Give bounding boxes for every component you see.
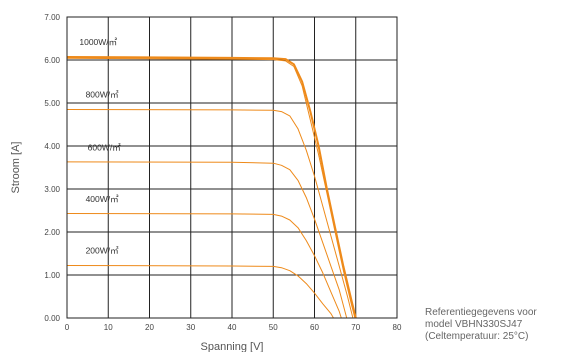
y-tick-label: 4.00	[44, 142, 60, 151]
y-tick-label: 7.00	[44, 13, 60, 22]
iv-curve-series-4	[66, 213, 342, 319]
x-axis-label: Spanning [V]	[201, 341, 264, 352]
x-tick-label: 40	[228, 323, 237, 332]
curve-label: 200W/㎡	[86, 246, 120, 256]
y-tick-label: 6.00	[44, 56, 60, 65]
y-tick-label: 1.00	[44, 271, 60, 280]
x-tick-label: 30	[186, 323, 195, 332]
iv-curve-series-3	[66, 161, 348, 319]
y-tick-label: 5.00	[44, 99, 60, 108]
chart-series	[66, 56, 357, 319]
x-tick-label: 60	[310, 323, 319, 332]
curve-label: 1000W/㎡	[79, 37, 117, 47]
x-tick-label: 70	[351, 323, 360, 332]
iv-curve-series-5	[66, 265, 334, 319]
x-tick-label: 20	[145, 323, 154, 332]
iv-curve-series-2	[66, 109, 354, 319]
chart-grid	[67, 17, 397, 318]
curve-label: 400W/㎡	[86, 194, 120, 204]
x-tick-label: 0	[65, 323, 70, 332]
iv-curve-series-1	[66, 57, 356, 319]
y-tick-label: 3.00	[44, 185, 60, 194]
reference-note-line-3: (Celtemperatuur: 25°C)	[425, 331, 529, 342]
y-axis-label: Stroom [A]	[10, 142, 22, 194]
reference-note-line-1: Referentiegegevens voor	[425, 307, 537, 318]
curve-labels: 1000W/㎡ 800W/㎡ 600W/㎡ 400W/㎡ 200W/㎡	[79, 37, 121, 256]
curve-label: 600W/㎡	[88, 142, 122, 152]
iv-curve-series-0	[66, 56, 357, 319]
x-tick-label: 80	[393, 323, 402, 332]
reference-note: Referentiegegevens voor model VBHN330SJ4…	[425, 307, 569, 343]
x-tick-label: 10	[104, 323, 113, 332]
y-tick-label: 0.00	[44, 314, 60, 323]
y-tick-label: 2.00	[44, 228, 60, 237]
axis-ticks: 0 10 20 30 40 50 60 70 80 0.00 1.00 2.00 3.00 4.00 5.0…	[44, 13, 402, 332]
plot-frame	[66, 16, 398, 319]
x-tick-label: 50	[269, 323, 278, 332]
reference-note-line-2: model VBHN330SJ47	[425, 319, 523, 330]
curve-label: 800W/㎡	[86, 89, 120, 99]
